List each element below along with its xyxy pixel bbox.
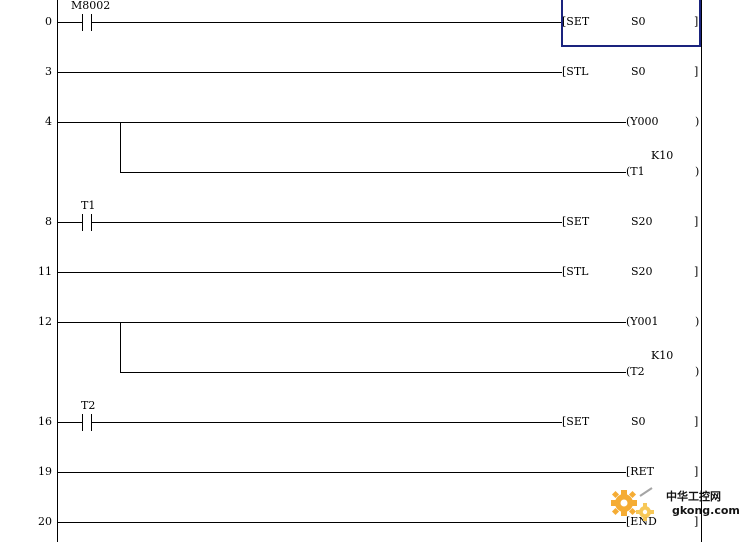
rung-8[interactable]: 8 T1 [SET S20 ]: [45, 199, 698, 231]
rung-19[interactable]: 19 [RET ]: [38, 465, 698, 478]
normally-open-contact[interactable]: [82, 214, 92, 231]
rung-12[interactable]: 12 (Y001 ) K10 (T2 ): [38, 315, 699, 378]
contact-label: T1: [81, 199, 95, 212]
step-number: 11: [38, 265, 52, 278]
operand-label: S20: [631, 265, 653, 278]
step-number: 8: [45, 215, 52, 228]
step-number: 20: [38, 515, 52, 528]
constant-label: K10: [651, 349, 673, 362]
instruction-label: [STL: [562, 65, 589, 78]
selection-cursor[interactable]: [561, 0, 701, 47]
operand-label: S0: [631, 415, 646, 428]
operand-label: S20: [631, 215, 653, 228]
coil-close: ): [695, 365, 699, 378]
instruction-label: [SET: [562, 415, 590, 428]
watermark-brand: 中华工控网: [666, 489, 721, 503]
instruction-label: [SET: [562, 15, 590, 28]
step-number: 12: [38, 315, 52, 328]
watermark: 中华工控网 gkong.com: [611, 487, 740, 521]
rung-0[interactable]: 0 M8002 [SET S0 ]: [45, 0, 701, 47]
rung-11[interactable]: 11 [STL S20 ]: [38, 265, 698, 278]
instruction-label: [SET: [562, 215, 590, 228]
coil-close: ): [695, 165, 699, 178]
gear-icon: [611, 487, 654, 521]
rung-16[interactable]: 16 T2 [SET S0 ]: [38, 399, 698, 431]
instruction-label: [RET: [626, 465, 655, 478]
normally-open-contact[interactable]: [82, 14, 92, 31]
step-number: 19: [38, 465, 52, 478]
coil-close: ): [695, 115, 699, 128]
coil-label: (Y001: [626, 315, 659, 328]
bracket-close: ]: [694, 215, 698, 228]
instruction-label: [END: [626, 515, 657, 528]
bracket-close: ]: [694, 465, 698, 478]
coil-close: ): [695, 315, 699, 328]
instruction-label: [STL: [562, 265, 589, 278]
coil-label: (Y000: [626, 115, 659, 128]
rung-20[interactable]: 20 [END ]: [38, 515, 698, 528]
step-number: 3: [45, 65, 52, 78]
bracket-close: ]: [694, 515, 698, 528]
bracket-close: ]: [694, 15, 698, 28]
bracket-close: ]: [694, 265, 698, 278]
bracket-close: ]: [694, 415, 698, 428]
contact-label: T2: [81, 399, 95, 412]
constant-label: K10: [651, 149, 673, 162]
operand-label: S0: [631, 65, 646, 78]
contact-label: M8002: [71, 0, 110, 12]
operand-label: S0: [631, 15, 646, 28]
step-number: 16: [38, 415, 52, 428]
normally-open-contact[interactable]: [82, 414, 92, 431]
watermark-url: gkong.com: [672, 504, 740, 517]
coil-label: (T2: [626, 365, 645, 378]
step-number: 0: [45, 15, 52, 28]
coil-label: (T1: [626, 165, 645, 178]
rung-4[interactable]: 4 (Y000 ) K10 (T1 ): [45, 115, 699, 178]
bracket-close: ]: [694, 65, 698, 78]
rung-3[interactable]: 3 [STL S0 ]: [45, 65, 698, 78]
step-number: 4: [45, 115, 52, 128]
